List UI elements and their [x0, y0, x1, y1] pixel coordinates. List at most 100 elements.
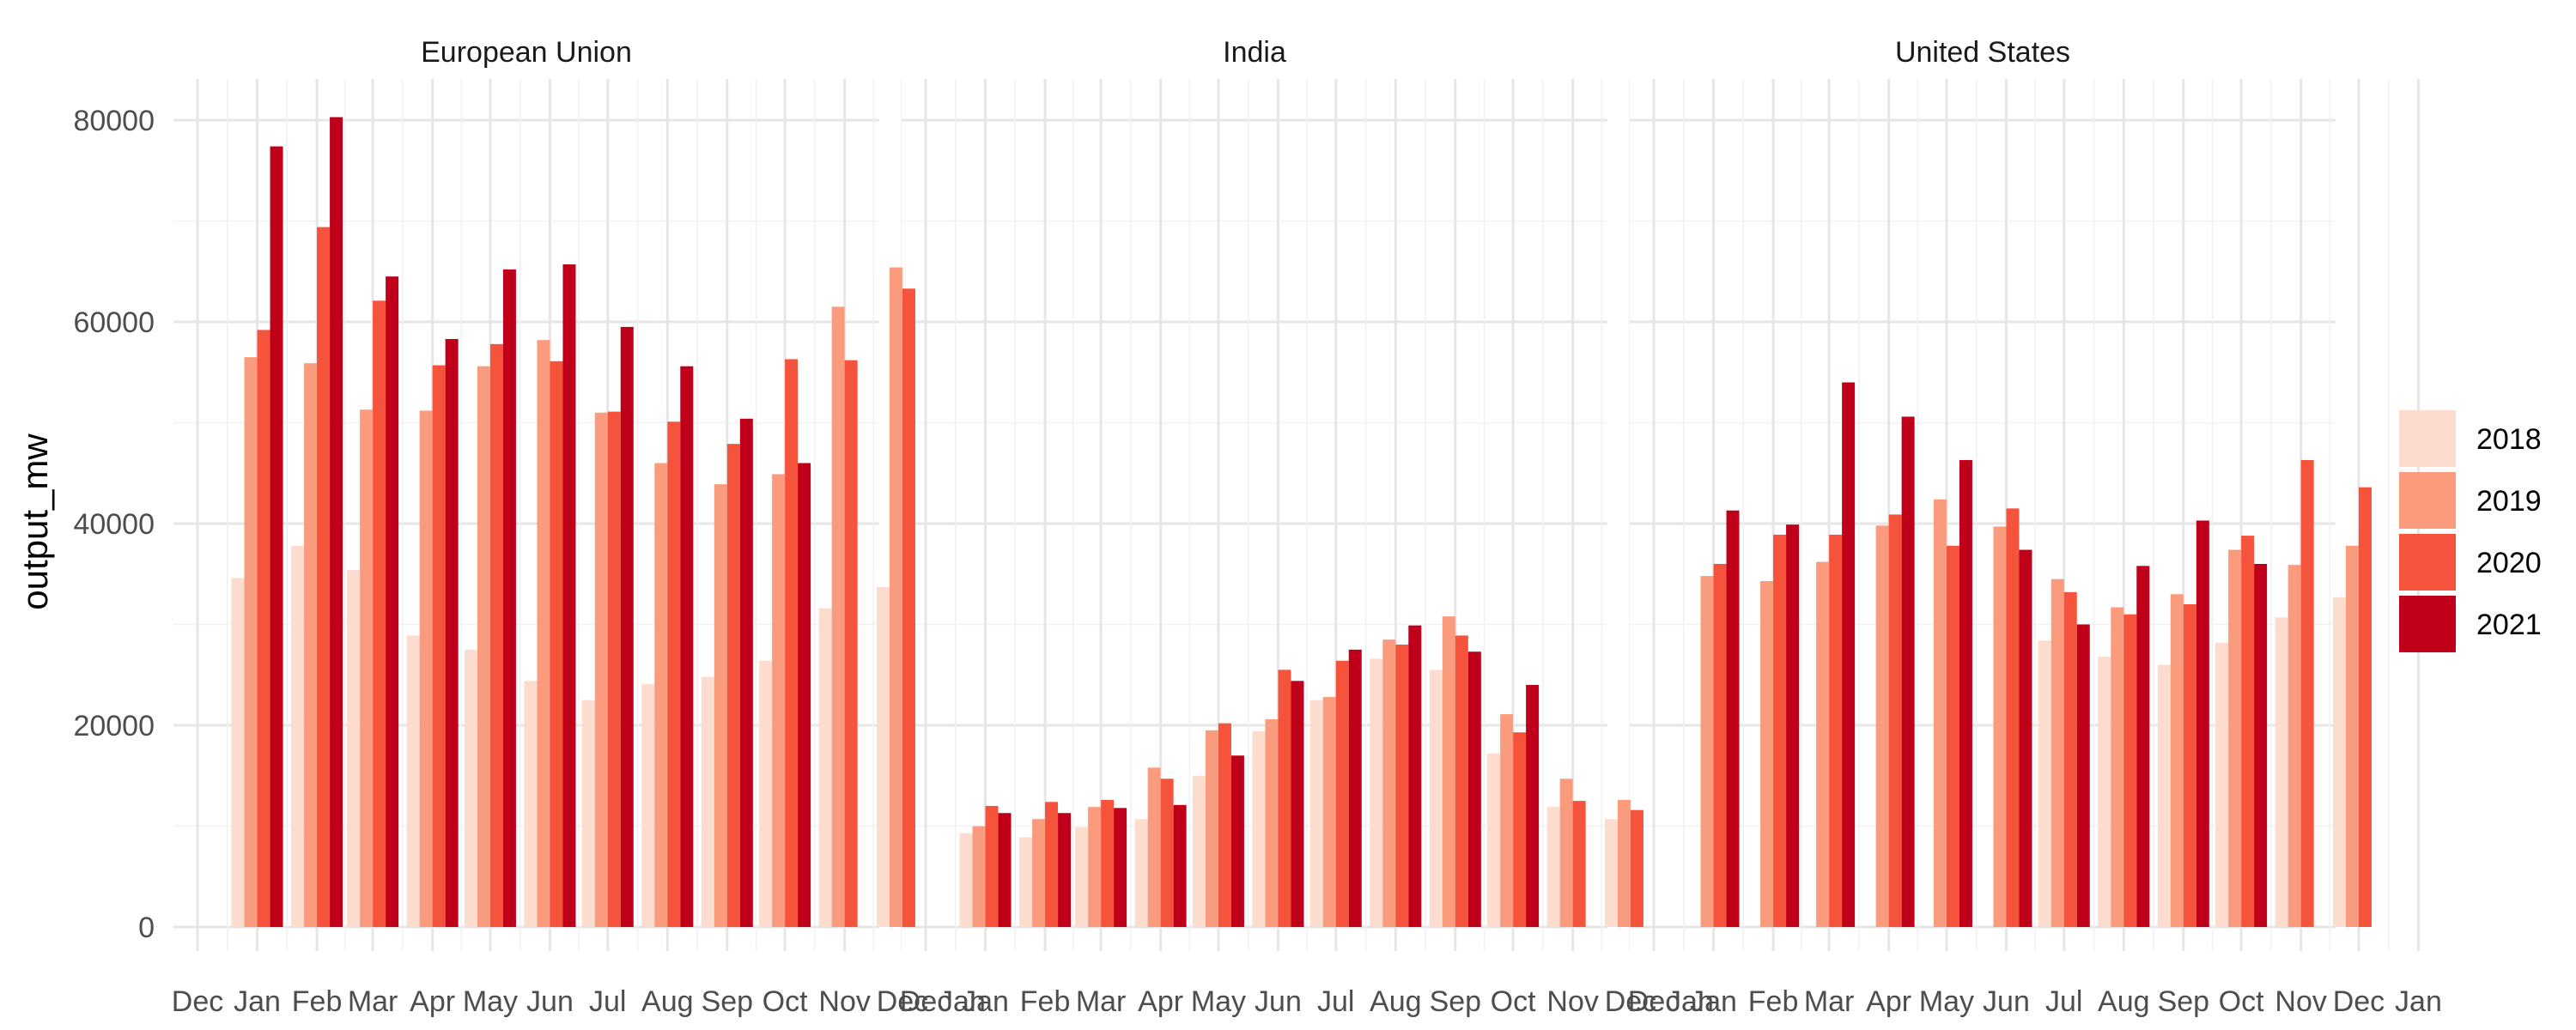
bar-2019-apr	[1875, 525, 1889, 927]
bar-2020-oct	[785, 359, 799, 928]
bar-2019-may	[1205, 730, 1218, 927]
x-tick-label: Jul	[2045, 985, 2082, 1018]
bar-2019-nov	[1559, 779, 1573, 927]
bar-2019-apr	[419, 410, 433, 927]
bar-2019-jun	[537, 340, 550, 927]
bar-2021-may	[502, 269, 516, 927]
bar-2020-may	[1218, 723, 1231, 927]
bar-2019-jun	[1993, 526, 2007, 927]
x-tick-label: Jan	[2395, 985, 2442, 1018]
y-tick-label: 40000	[73, 508, 155, 541]
x-tick-label: Jan	[962, 985, 1009, 1018]
bar-2019-dec	[1617, 799, 1631, 927]
bar-2021-aug	[2136, 566, 2150, 927]
bar-2020-feb	[1773, 534, 1787, 927]
bar-2020-dec	[1630, 809, 1643, 927]
x-tick-label: Mar	[348, 985, 398, 1018]
bar-2020-jul	[2063, 591, 2077, 927]
bar-2019-jan	[1700, 576, 1714, 927]
bar-2020-jun	[1278, 670, 1291, 927]
bar-2020-aug	[667, 421, 681, 927]
x-tick-label: Aug	[1370, 985, 1422, 1018]
bar-2020-mar	[1101, 799, 1115, 927]
bar-2020-aug	[2123, 614, 2137, 927]
x-tick-label: Oct	[1491, 985, 1536, 1018]
bar-2021-jun	[1291, 681, 1304, 927]
bar-2018-may	[1192, 775, 1206, 927]
bar-2019-feb	[1032, 819, 1046, 927]
x-tick-label: Sep	[2158, 985, 2210, 1018]
bar-2018-oct	[1487, 753, 1501, 927]
x-tick-label: Feb	[1748, 985, 1799, 1018]
x-tick-label: Mar	[1804, 985, 1855, 1018]
y-tick-label: 20000	[73, 710, 155, 742]
x-tick-label: Apr	[410, 985, 455, 1018]
x-tick-label: Jul	[589, 985, 626, 1018]
x-tick-label: May	[1191, 985, 1246, 1018]
x-tick-label: Sep	[1430, 985, 1482, 1018]
legend-key-2019	[2399, 472, 2456, 529]
bar-2021-jul	[620, 326, 634, 927]
bar-2018-may	[464, 649, 477, 927]
bar-2018-nov	[2275, 617, 2288, 927]
legend-key-2018	[2399, 410, 2456, 467]
bar-2019-feb	[1760, 580, 1774, 927]
bar-2018-jul	[2038, 640, 2051, 927]
bar-2021-may	[1230, 755, 1244, 927]
bar-2020-apr	[432, 365, 446, 927]
x-tick-label: Dec	[2333, 985, 2385, 1018]
bar-2020-nov	[2300, 459, 2314, 927]
bar-2019-aug	[1382, 639, 1396, 927]
bar-2021-sep	[739, 418, 753, 927]
x-tick-label: Dec	[1605, 985, 1656, 1018]
x-tick-label: Apr	[1866, 985, 1911, 1018]
facet-strip-label: European Union	[421, 36, 632, 69]
bar-2019-dec	[2345, 545, 2359, 927]
bar-2020-sep	[726, 444, 740, 927]
bar-2020-apr	[1888, 514, 1902, 927]
bar-2018-dec	[1604, 819, 1618, 927]
bar-2020-aug	[1395, 645, 1409, 927]
bar-2021-feb	[330, 117, 343, 928]
legend-label-2019: 2019	[2476, 485, 2542, 518]
bar-2019-dec	[889, 267, 902, 927]
bar-2021-aug	[1408, 625, 1422, 927]
bar-2018-sep	[2157, 664, 2171, 927]
bar-2019-sep	[2170, 594, 2184, 927]
bar-2020-nov	[844, 360, 858, 927]
bar-2018-feb	[291, 545, 305, 927]
legend: 2018 2019 2020 2021	[2399, 410, 2542, 652]
bar-2021-jun	[562, 264, 576, 927]
x-tick-label: Jan	[939, 985, 986, 1018]
x-tick-label: May	[463, 985, 518, 1018]
x-tick-label: Jun	[1983, 985, 2030, 1018]
bar-2021-may	[1959, 459, 1972, 927]
bar-2021-jan	[270, 146, 283, 928]
x-tick-label: Dec	[172, 985, 223, 1018]
bar-2018-aug	[1370, 658, 1383, 927]
legend-label-2018: 2018	[2476, 423, 2542, 456]
bar-2019-jun	[1265, 718, 1279, 927]
bar-2020-feb	[1045, 802, 1059, 927]
x-tick-label: Mar	[1076, 985, 1127, 1018]
bar-2020-jul	[607, 411, 621, 927]
bar-2020-apr	[1160, 779, 1174, 927]
bar-2021-feb	[1786, 524, 1800, 927]
facet-strip-label: India	[1223, 36, 1286, 69]
bar-2020-may	[489, 343, 503, 928]
bar-2018-jul	[1309, 700, 1323, 927]
bar-2019-nov	[2287, 565, 2301, 927]
x-tick-label: Jan	[1667, 985, 1714, 1018]
x-tick-label: Nov	[2275, 985, 2326, 1018]
x-tick-label: Jul	[1317, 985, 1354, 1018]
x-tick-label: Nov	[818, 985, 870, 1018]
y-axis-title: output_mw	[15, 433, 55, 610]
bar-2019-jul	[594, 412, 608, 927]
bar-2021-mar	[386, 276, 399, 927]
x-tick-label: Sep	[702, 985, 754, 1018]
x-tick-label: Feb	[292, 985, 343, 1018]
x-tick-label: Jun	[526, 985, 574, 1018]
bar-2021-apr	[1901, 416, 1915, 927]
bar-2019-may	[1933, 499, 1947, 927]
bar-2020-may	[1946, 545, 1959, 927]
